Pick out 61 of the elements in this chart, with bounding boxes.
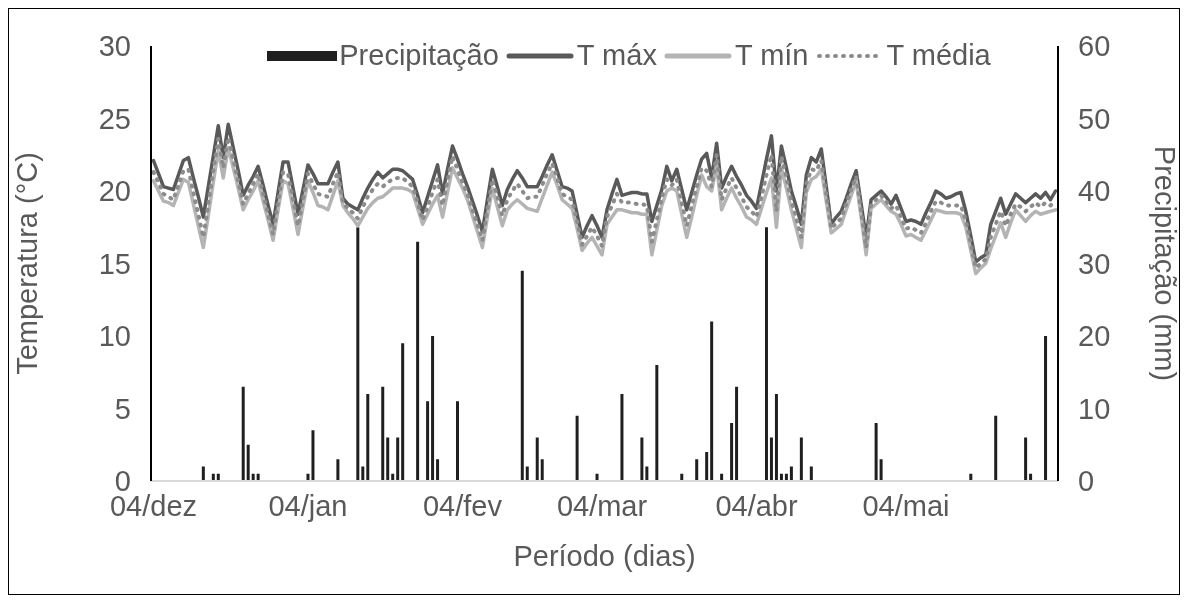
y2-tick-label: 30 — [1078, 247, 1111, 280]
x-tick-label: 04/mar — [556, 489, 648, 522]
bar — [366, 394, 370, 481]
y2-tick-label: 40 — [1078, 175, 1111, 208]
x-tick-label: 04/mai — [862, 489, 950, 522]
y2-tick-label: 20 — [1078, 320, 1111, 353]
legend-label: T mín — [734, 39, 809, 72]
bar — [356, 227, 360, 481]
bar — [575, 415, 579, 481]
bar — [879, 459, 883, 481]
bar — [520, 270, 524, 481]
bar — [386, 437, 390, 481]
bar — [730, 423, 734, 481]
bar — [705, 452, 709, 481]
y2-tick-label: 10 — [1078, 392, 1111, 425]
bar — [416, 241, 420, 481]
bar — [769, 437, 773, 481]
bar — [241, 386, 245, 481]
bar — [396, 437, 400, 481]
x-tick-label: 04/jan — [268, 489, 348, 522]
bar — [540, 459, 544, 481]
y-tick-label: 10 — [98, 320, 131, 353]
bar — [640, 437, 644, 481]
y-tick-label: 30 — [98, 30, 131, 63]
y2-tick-label: 0 — [1078, 465, 1095, 498]
bar — [874, 423, 878, 481]
x-tick-label: 04/fev — [422, 489, 503, 522]
y-tick-label: 25 — [98, 102, 131, 135]
legend-label: Precipitação — [339, 39, 499, 72]
legend-label: T máx — [576, 39, 657, 72]
bar — [774, 394, 778, 481]
bar — [710, 321, 714, 481]
bar — [401, 343, 405, 481]
bar — [799, 437, 803, 481]
y2-tick-label: 50 — [1078, 102, 1111, 135]
bar — [620, 394, 624, 481]
bar — [431, 336, 435, 481]
x-tick-label: 04/abr — [715, 489, 798, 522]
bar — [994, 415, 998, 481]
bar — [436, 459, 440, 481]
bar — [1044, 336, 1048, 481]
y-axis-title: Temperatura (°C) — [11, 152, 44, 375]
bar — [311, 430, 315, 481]
y-tick-label: 15 — [98, 247, 131, 280]
bar — [735, 386, 739, 481]
y-tick-label: 20 — [98, 175, 131, 208]
y2-tick-label: 60 — [1078, 30, 1111, 63]
bar — [455, 401, 459, 481]
bar — [336, 459, 340, 481]
x-axis-title: Período (dias) — [513, 540, 696, 572]
bar — [426, 401, 430, 481]
bar — [695, 459, 699, 481]
bar — [655, 365, 659, 481]
bar — [535, 437, 539, 481]
bar — [246, 444, 250, 481]
bar — [1024, 437, 1028, 481]
y2-axis-title: Precipitação (mm) — [1148, 145, 1181, 382]
y-tick-label: 5 — [114, 392, 131, 425]
bar — [764, 227, 768, 481]
legend-label: T média — [886, 39, 991, 72]
bar — [381, 386, 385, 481]
